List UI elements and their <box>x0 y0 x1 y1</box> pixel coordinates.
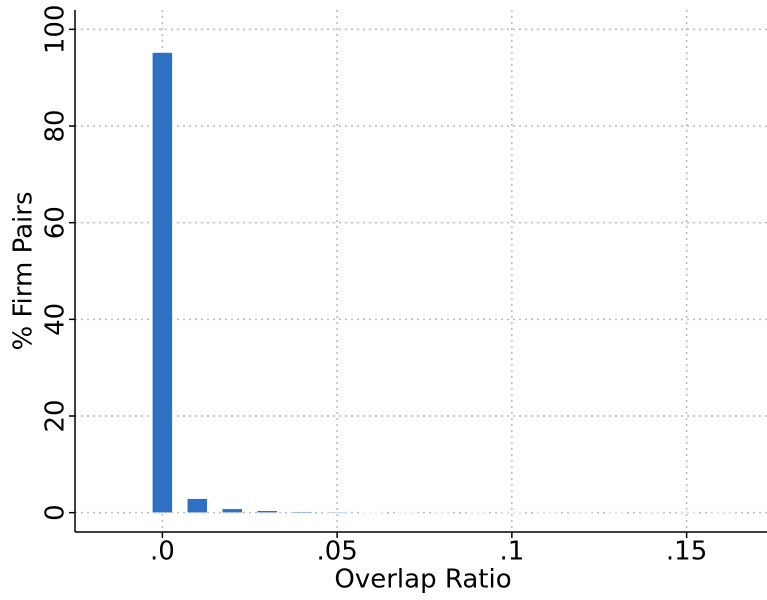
y-tick-label: 20 <box>41 399 71 432</box>
y-tick-label: 40 <box>41 303 71 336</box>
bar <box>187 498 208 513</box>
bar <box>152 52 173 513</box>
bar <box>256 510 278 513</box>
x-tick-label: .05 <box>316 537 357 567</box>
y-tick-label: 80 <box>41 109 71 142</box>
y-tick-label: 100 <box>41 5 71 55</box>
y-tick-label: 60 <box>41 206 71 239</box>
x-tick-label: .0 <box>150 537 175 567</box>
bar <box>222 508 243 513</box>
x-tick-label: .15 <box>666 537 707 567</box>
bar <box>326 511 348 513</box>
x-axis-label: Overlap Ratio <box>334 565 511 595</box>
bar <box>291 511 313 513</box>
x-tick-label: .1 <box>499 537 524 567</box>
y-tick-label: 0 <box>41 504 71 521</box>
y-axis-label: % Firm Pairs <box>9 192 39 351</box>
